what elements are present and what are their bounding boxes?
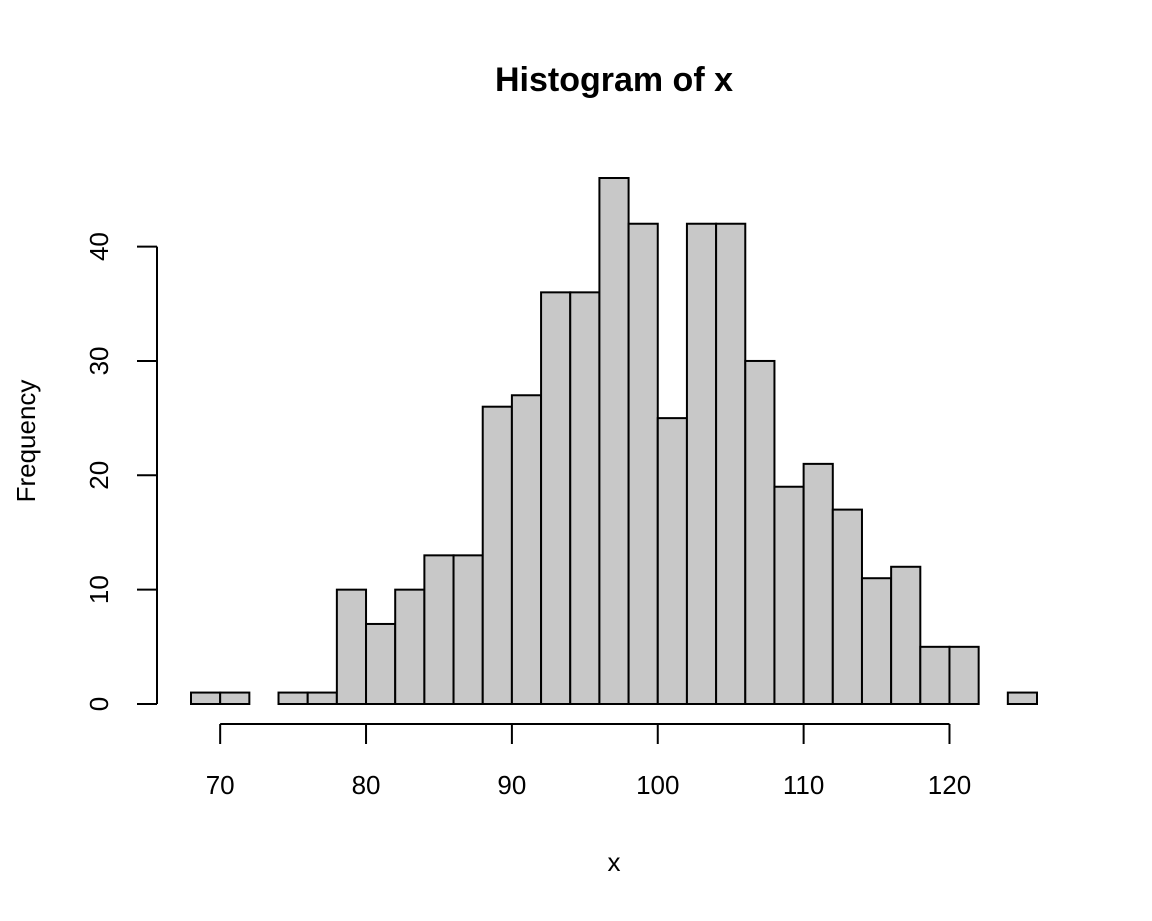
histogram-bar: [423, 554, 455, 706]
chart-title: Histogram of x: [495, 61, 733, 99]
x-axis-label: x: [608, 847, 621, 877]
histogram-bar: [306, 691, 338, 706]
histogram-bar: [598, 177, 630, 705]
histogram-bar: [685, 222, 718, 705]
histogram-bar: [510, 394, 543, 705]
x-tick-label: 70: [206, 770, 235, 800]
y-tick-label: 10: [84, 575, 114, 604]
histogram-bar: [831, 508, 863, 706]
bars-group: [190, 177, 1038, 706]
y-tick-label: 30: [84, 346, 114, 375]
histogram-bar: [627, 222, 659, 705]
y-axis-label: Frequency: [11, 380, 41, 503]
y-tick-label: 40: [84, 232, 114, 261]
x-tick-label: 90: [497, 770, 526, 800]
histogram-bar: [365, 622, 397, 706]
histogram-bar: [569, 291, 601, 705]
histogram-bar: [1006, 691, 1038, 706]
y-tick-label: 0: [84, 697, 114, 711]
x-tick-label: 110: [783, 770, 824, 800]
x-tick-label: 80: [352, 770, 381, 800]
histogram-bar: [335, 588, 368, 705]
histogram-bar: [394, 588, 426, 705]
histogram-bar: [890, 565, 922, 705]
histogram-bar: [802, 462, 834, 705]
histogram-bar: [481, 405, 513, 705]
histogram-bar: [540, 291, 572, 705]
x-tick-label: 100: [636, 770, 679, 800]
histogram-bar: [190, 691, 222, 706]
histogram-bar: [452, 554, 484, 706]
histogram-bar: [860, 577, 893, 706]
x-axis: 70 80 90 100 110 120: [206, 723, 971, 800]
y-tick-label: 20: [84, 461, 114, 490]
histogram-bar: [919, 645, 951, 706]
histogram-bar: [773, 485, 805, 705]
histogram-bar: [715, 222, 747, 705]
histogram-bar: [744, 359, 776, 705]
histogram-bar: [277, 691, 309, 706]
x-tick-label: 120: [928, 770, 971, 800]
histogram-bar: [656, 417, 688, 705]
histogram-bar: [948, 645, 980, 706]
y-axis: 0 10 20 30 40: [84, 232, 158, 711]
histogram-bar: [219, 691, 251, 706]
